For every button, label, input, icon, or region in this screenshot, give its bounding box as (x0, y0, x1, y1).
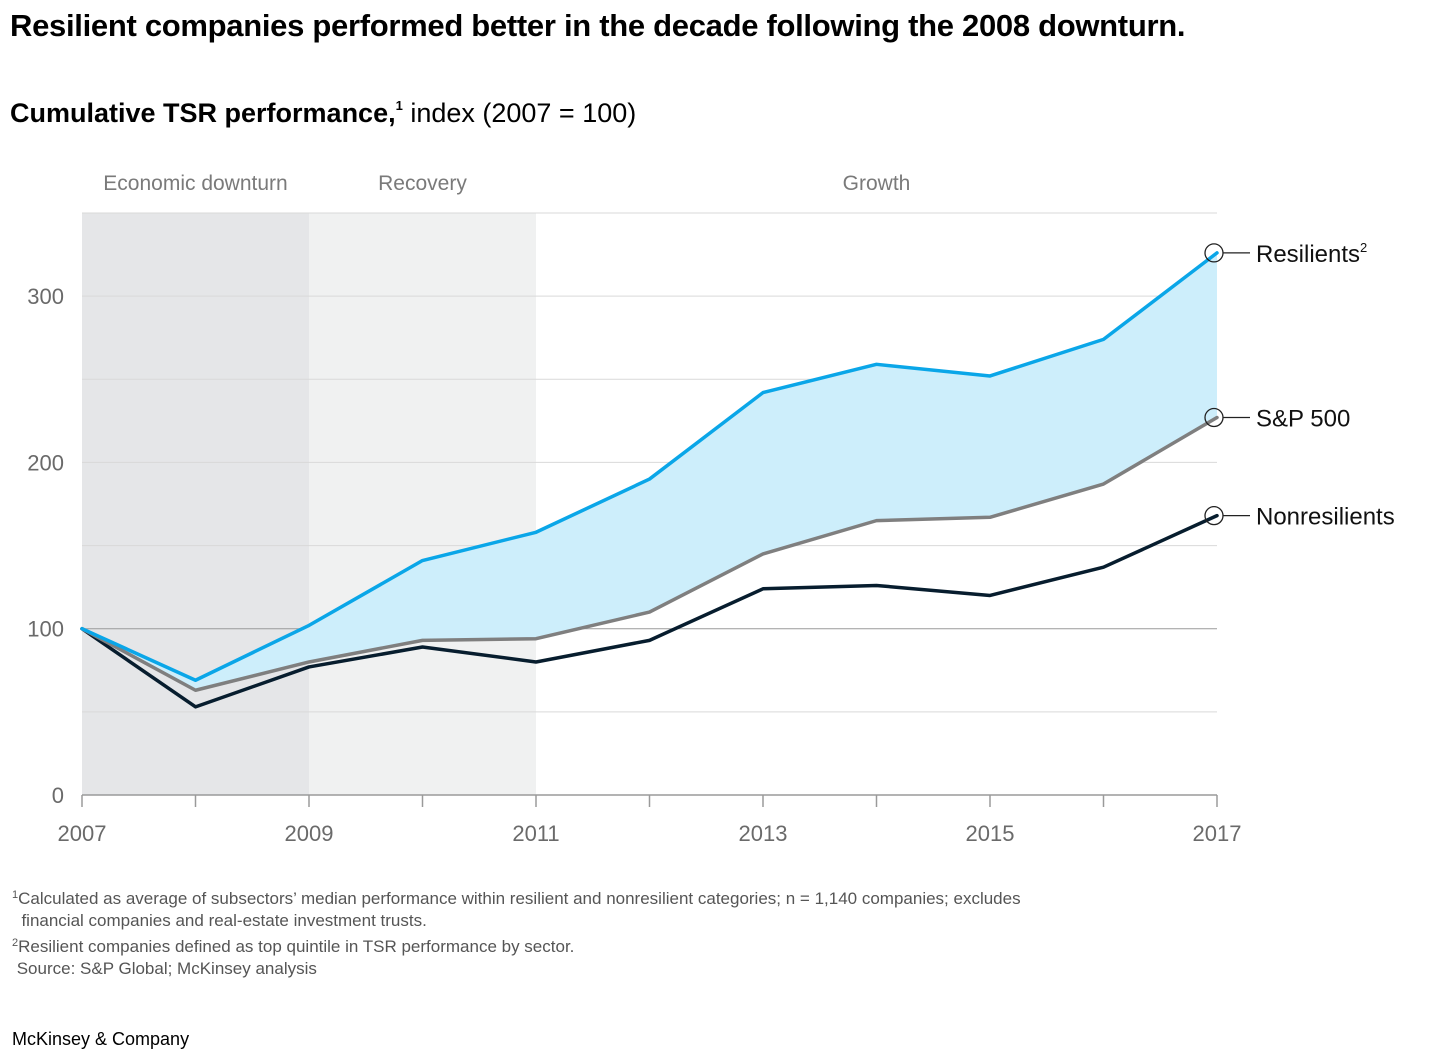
footnote-2: 2Resilient companies defined as top quin… (12, 937, 575, 956)
y-tick-label-300: 300 (27, 284, 64, 309)
x-tick-label-2015: 2015 (966, 821, 1015, 846)
series-label-2: Nonresilients (1256, 504, 1395, 531)
footnote-1-cont: financial companies and real-estate inve… (12, 911, 427, 930)
phase-label-0: Economic downturn (103, 172, 287, 195)
subtitle-rest: index (2007 = 100) (402, 98, 637, 128)
brand-label: McKinsey & Company (12, 1029, 190, 1049)
series-label-0: Resilients2 (1256, 240, 1367, 268)
chart-subtitle: Cumulative TSR performance,1 index (2007… (10, 98, 636, 129)
tsr-line-chart: Economic downturn Recovery Growth 0 100 200 30… (27, 172, 1395, 846)
x-tick-label-2013: 2013 (739, 821, 788, 846)
footnote-1: 1Calculated as average of subsectors’ me… (12, 889, 1021, 908)
footnotes: 1Calculated as average of subsectors’ me… (12, 884, 1021, 980)
series-line-2 (80, 513, 1219, 709)
series-label-1: S&P 500 (1256, 406, 1350, 433)
phase-label-2: Growth (843, 172, 911, 195)
y-tick-label-0: 0 (52, 783, 64, 808)
resilient-outperformance-band (82, 252, 1217, 691)
subtitle-sup: 1 (395, 98, 403, 113)
x-tick-label-2011: 2011 (512, 821, 559, 846)
x-tick-label-2007: 2007 (58, 821, 107, 846)
x-tick-label-2009: 2009 (285, 821, 334, 846)
footnote-source: Source: S&P Global; McKinsey analysis (12, 959, 317, 978)
x-tick-label-2017: 2017 (1193, 821, 1242, 846)
series-line-0 (80, 251, 1219, 683)
y-tick-label-200: 200 (27, 450, 64, 475)
subtitle-bold: Cumulative TSR performance, (10, 98, 396, 128)
y-tick-label-100: 100 (27, 617, 64, 642)
chart-title: Resilient companies performed better in … (10, 8, 1186, 43)
phase-label-1: Recovery (378, 172, 467, 195)
series-line-1 (80, 415, 1219, 692)
phase-band-0 (82, 213, 309, 795)
phase-band-1 (309, 213, 536, 795)
